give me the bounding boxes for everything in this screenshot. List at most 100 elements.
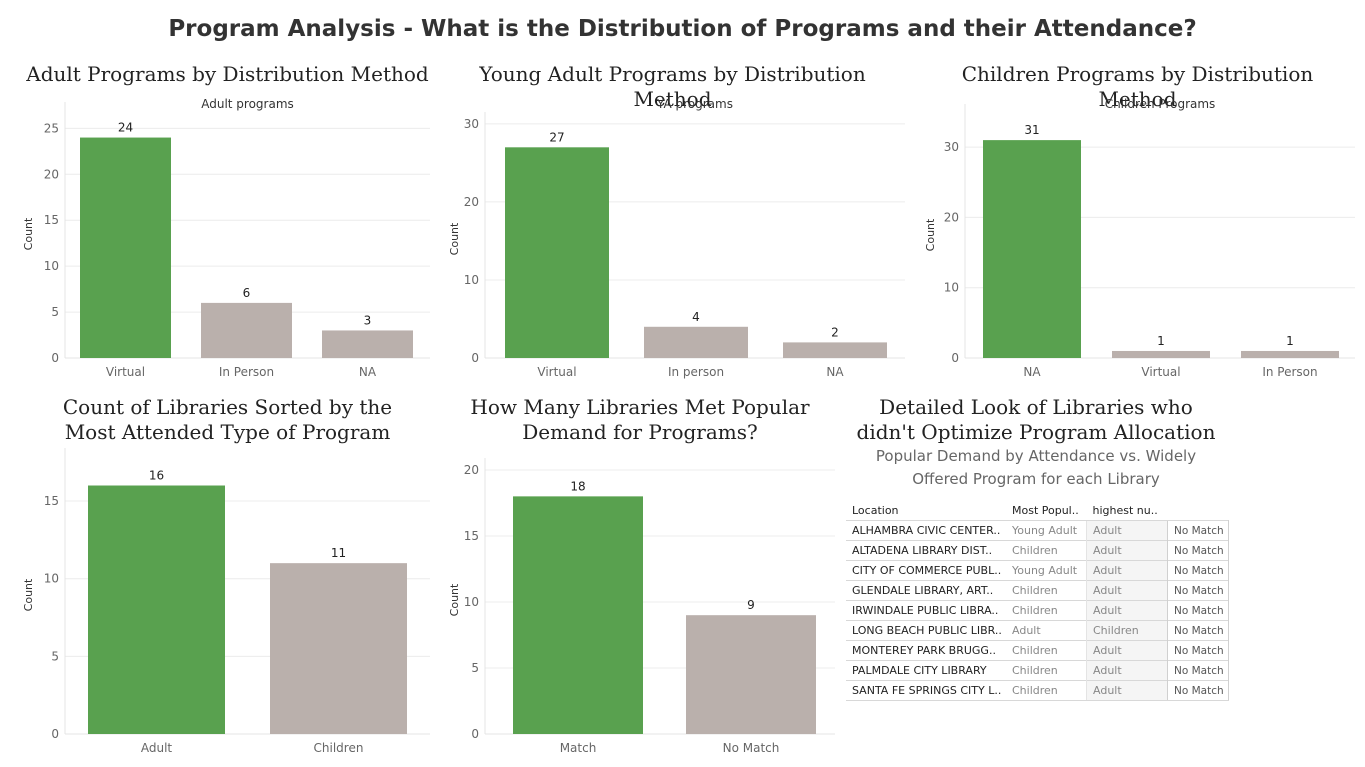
y-tick-label: 5 xyxy=(51,305,59,319)
bar-children[interactable] xyxy=(270,563,407,734)
x-category-label: Virtual xyxy=(106,365,145,379)
y-tick-label: 30 xyxy=(944,140,959,154)
table-row[interactable]: ALTADENA LIBRARY DIST.. Children Adult No M… xyxy=(846,540,1229,561)
table-cell-match: No Match xyxy=(1167,660,1229,681)
panel-title: Adult Programs by Distribution Method xyxy=(26,62,429,86)
x-category-label: No Match xyxy=(723,741,780,755)
dashboard-title: Program Analysis - What is the Distribut… xyxy=(168,16,1197,42)
chart-inner-title: Adult programs xyxy=(201,97,294,111)
y-tick-label: 10 xyxy=(44,572,59,586)
y-tick-label: 20 xyxy=(944,210,959,224)
table-cell-most-popular: Children xyxy=(1006,640,1087,661)
table-cell-highest-number: Adult xyxy=(1086,520,1168,541)
x-category-label: In Person xyxy=(219,365,274,379)
bar-na[interactable] xyxy=(322,330,413,358)
table-cell-most-popular: Young Adult xyxy=(1006,520,1087,541)
popular-demand-panel: How Many Libraries Met Popular Demand fo… xyxy=(440,393,840,763)
bar-adult[interactable] xyxy=(88,485,225,734)
table-cell-location: SANTA FE SPRINGS CITY L.. xyxy=(846,680,1006,701)
y-axis-title: Count xyxy=(22,217,35,250)
table-cell-location: ALHAMBRA CIVIC CENTER.. xyxy=(846,520,1006,541)
table-row[interactable]: GLENDALE LIBRARY, ART.. Children Adult No M… xyxy=(846,580,1229,601)
y-tick-label: 0 xyxy=(471,351,479,365)
y-tick-label: 0 xyxy=(951,351,959,365)
table-cell-match: No Match xyxy=(1167,540,1229,561)
data-label: 1 xyxy=(1157,334,1165,348)
table-row[interactable]: LONG BEACH PUBLIC LIBR.. Adult Children No … xyxy=(846,620,1229,641)
bar-virtual[interactable] xyxy=(505,147,609,358)
table-cell-most-popular: Young Adult xyxy=(1006,560,1087,581)
table-cell-location: PALMDALE CITY LIBRARY xyxy=(846,660,1006,681)
y-tick-label: 15 xyxy=(464,529,479,543)
bar-na[interactable] xyxy=(983,140,1081,358)
x-category-label: Virtual xyxy=(537,365,576,379)
y-axis-title: Count xyxy=(448,222,461,255)
x-category-label: Adult xyxy=(141,741,173,755)
table-cell-match: No Match xyxy=(1167,580,1229,601)
bar-match[interactable] xyxy=(513,496,643,734)
column-header-location[interactable]: Location xyxy=(852,503,899,517)
data-label: 27 xyxy=(549,130,564,144)
children-programs-panel: Children Programs by Distribution Method… xyxy=(920,60,1355,380)
x-category-label: Virtual xyxy=(1141,365,1180,379)
panel-title: Count of Libraries Sorted by the Most At… xyxy=(62,395,393,444)
x-category-label: NA xyxy=(359,365,377,379)
table-row[interactable]: PALMDALE CITY LIBRARY Children Adult No Mat… xyxy=(846,660,1229,681)
data-label: 3 xyxy=(364,313,372,327)
panel-title: Detailed Look of Libraries who didn't Op… xyxy=(856,395,1216,444)
table-cell-highest-number: Adult xyxy=(1086,540,1168,561)
data-label: 9 xyxy=(747,598,755,612)
y-tick-label: 15 xyxy=(44,494,59,508)
table-row[interactable]: IRWINDALE PUBLIC LIBRA.. Children Adult No … xyxy=(846,600,1229,621)
data-label: 11 xyxy=(331,546,346,560)
y-tick-label: 20 xyxy=(44,167,59,181)
y-tick-label: 25 xyxy=(44,121,59,135)
table-cell-highest-number: Adult xyxy=(1086,680,1168,701)
y-tick-label: 10 xyxy=(944,281,959,295)
table-cell-most-popular: Adult xyxy=(1006,620,1087,641)
y-tick-label: 10 xyxy=(464,595,479,609)
panel-title: How Many Libraries Met Popular Demand fo… xyxy=(470,395,810,444)
data-label: 24 xyxy=(118,121,133,135)
table-cell-highest-number: Adult xyxy=(1086,660,1168,681)
table-row[interactable]: SANTA FE SPRINGS CITY L.. Children Adult No… xyxy=(846,680,1229,701)
x-category-label: NA xyxy=(1023,365,1041,379)
x-category-label: Match xyxy=(560,741,597,755)
most-attended-chart: 0 5 10 15 Count 16 Adult 11 Children xyxy=(22,448,430,755)
bar-in-person[interactable] xyxy=(1241,350,1339,358)
bar-in-person[interactable] xyxy=(644,326,748,358)
table-row[interactable]: CITY OF COMMERCE PUBL.. Young Adult Adult N… xyxy=(846,560,1229,581)
table-row[interactable]: ALHAMBRA CIVIC CENTER.. Young Adult Adult N… xyxy=(846,520,1229,541)
y-tick-label: 15 xyxy=(44,213,59,227)
data-label: 4 xyxy=(692,310,700,324)
y-tick-label: 20 xyxy=(464,195,479,209)
chart-inner-title: YA programs xyxy=(656,97,733,111)
table-row[interactable]: MONTEREY PARK BRUGG.. Children Adult No Mat… xyxy=(846,640,1229,661)
ya-programs-panel: Young Adult Programs by Distribution Met… xyxy=(440,60,905,380)
popular-demand-chart: 0 5 10 15 20 Count 18 Match 9 No Match xyxy=(448,458,835,755)
y-tick-label: 0 xyxy=(51,351,59,365)
detail-panel: Detailed Look of Libraries who didn't Op… xyxy=(846,393,1226,444)
bar-in-person[interactable] xyxy=(201,302,292,358)
x-category-label: NA xyxy=(826,365,844,379)
bar-na[interactable] xyxy=(783,342,887,358)
y-tick-label: 5 xyxy=(51,649,59,663)
table-cell-most-popular: Children xyxy=(1006,540,1087,561)
bar-virtual[interactable] xyxy=(80,137,171,358)
y-tick-label: 10 xyxy=(464,273,479,287)
data-label: 1 xyxy=(1286,334,1294,348)
table-cell-location: MONTEREY PARK BRUGG.. xyxy=(846,640,1006,661)
column-header-highest-number[interactable]: highest nu.. xyxy=(1092,503,1158,517)
y-tick-label: 0 xyxy=(51,727,59,741)
adult-programs-chart: Adult programs 0 5 10 15 20 25 Count 24 Virtual 6 I… xyxy=(22,97,430,379)
table-cell-most-popular: Children xyxy=(1006,600,1087,621)
table-cell-match: No Match xyxy=(1167,520,1229,541)
bar-virtual[interactable] xyxy=(1112,350,1210,358)
most-attended-panel: Count of Libraries Sorted by the Most At… xyxy=(20,393,435,763)
bar-no-match[interactable] xyxy=(686,615,816,734)
children-programs-chart: Children Programs 0 10 20 30 Count 31 NA 1 Virtua… xyxy=(924,97,1355,379)
table-cell-location: ALTADENA LIBRARY DIST.. xyxy=(846,540,1006,561)
table-cell-highest-number: Adult xyxy=(1086,640,1168,661)
panel-title: Children Programs by Distribution Method xyxy=(961,62,1314,111)
column-header-most-popular[interactable]: Most Popul.. xyxy=(1012,503,1079,517)
